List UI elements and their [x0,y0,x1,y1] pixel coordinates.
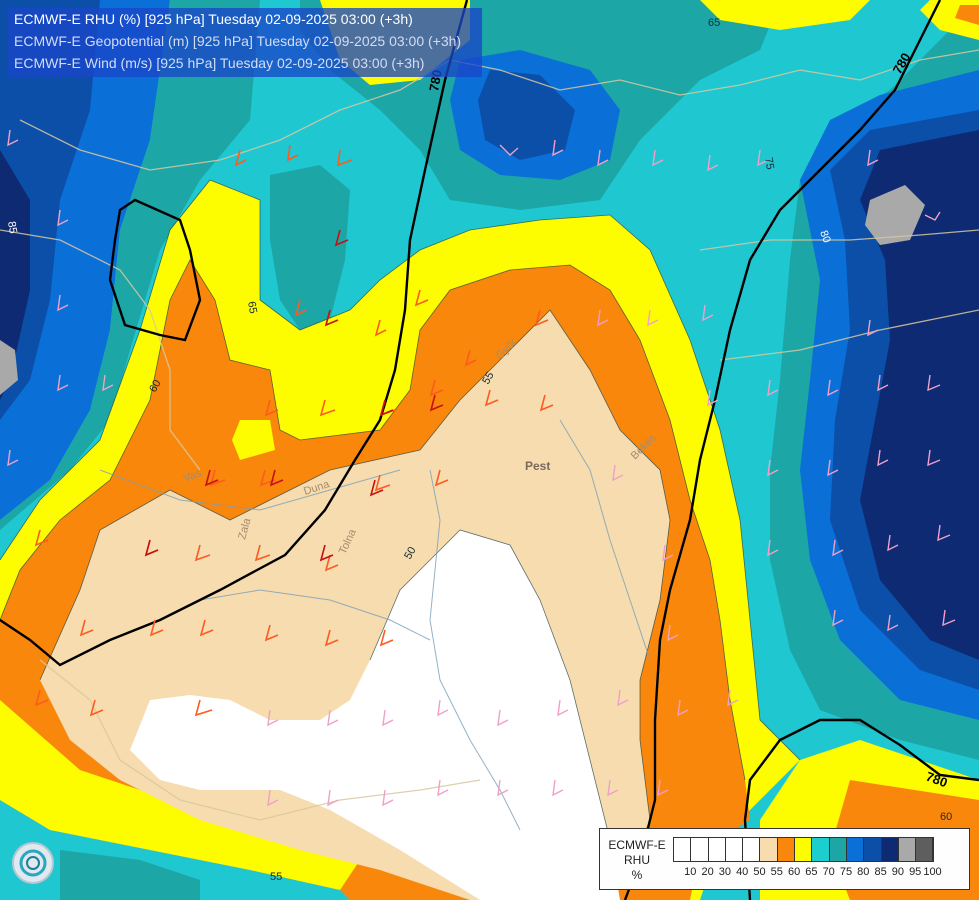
legend-swatch [916,838,934,861]
legend-swatch [881,838,899,861]
region-label-zala: Zala [236,516,253,541]
rhu-contours [0,179,801,841]
contour-label: 50 [402,545,419,562]
legend-swatch [725,838,744,861]
legend-swatch [743,838,761,861]
legend-swatch [864,838,882,861]
rhu-65-sw [0,700,360,890]
legend-tick: 65 [805,866,818,878]
legend-swatch [829,838,847,861]
title-wind: ECMWF-E Wind (m/s) [925 hPa] Tuesday 02-… [14,55,425,71]
legend-unit: % [631,868,643,882]
contour-label: 60 [147,378,164,395]
legend-swatch [691,838,709,861]
wind-barbs-pink [7,129,956,807]
region-label-vas: Vas [182,467,204,485]
legend-tick: 90 [891,866,905,878]
legend-tick: 70 [822,866,835,878]
color-legend: ECMWF-E RHU % 10 20 30 40 50 55 60 65 70 75 80 85 90… [599,828,970,890]
legend-tick: 85 [874,866,887,878]
legend-tick: 100 [923,866,942,878]
title-rhu: ECMWF-E RHU (%) [925 hPa] Tuesday 02-09-… [14,11,413,27]
contour-label: 55 [270,871,282,883]
legend-swatch [708,838,726,861]
city-label: Pest [525,459,550,473]
legend-swatch [898,838,917,861]
legend-tick: 30 [718,866,732,878]
rhu-85-west [0,0,100,420]
legend-swatch [777,838,796,861]
geopotential-label: 780 [924,769,950,791]
rivers [99,419,651,831]
contour-label: 65 [708,17,720,29]
legend-swatch [812,838,830,861]
legend-swatch [674,838,692,861]
legend-label: ECMWF-E RHU % [604,838,670,883]
legend-model: ECMWF-E [608,838,666,852]
legend-tick: 60 [787,866,801,878]
rhu-75-west [0,0,260,530]
legend-swatches [673,837,935,862]
rhu-90-east [860,130,979,660]
rhu-95-east [865,185,925,245]
legend-swatch [846,838,865,861]
contour-label: 75 [762,156,776,170]
rhu-90-west [0,150,30,400]
rhu-60-ne-corner [955,5,979,25]
contour-label: 65 [245,300,259,314]
rhu-85-north [478,70,575,160]
legend-tick: 95 [909,866,922,878]
wind-barbs-red [144,229,444,562]
title-geopotential: ECMWF-E Geopotential (m) [925 hPa] Tuesd… [14,33,462,49]
legend-swatch [760,838,778,861]
legend-swatch [795,838,813,861]
legend-variable: RHU [624,853,650,867]
contour-label: 60 [940,811,952,823]
contour-label: 80 [817,229,832,245]
legend-tick: 20 [701,866,714,878]
rhu-below-50 [130,530,620,900]
rhu-95-west [0,340,18,395]
rhu-65-ne-strip [700,0,870,30]
legend-tick: 10 [684,866,697,878]
legend-tick: 80 [857,866,870,878]
legend-ticks: 10 20 30 40 50 55 60 65 70 75 80 85 90 95 100 [673,866,967,880]
borders [0,49,979,821]
legend-tick: 75 [839,866,853,878]
rhu-65-pocket [232,420,275,460]
contour-label: 55 [480,370,497,387]
rhu-75-sw [60,850,200,900]
legend-tick: 50 [753,866,766,878]
provider-logo-icon [12,842,54,884]
rhu-75-mid-blob [270,165,350,330]
contour-label: 85 [5,220,19,234]
legend-tick: 55 [770,866,783,878]
legend-tick: 40 [736,866,749,878]
map-title-box: ECMWF-E RHU (%) [925 hPa] Tuesday 02-09-… [8,8,482,77]
